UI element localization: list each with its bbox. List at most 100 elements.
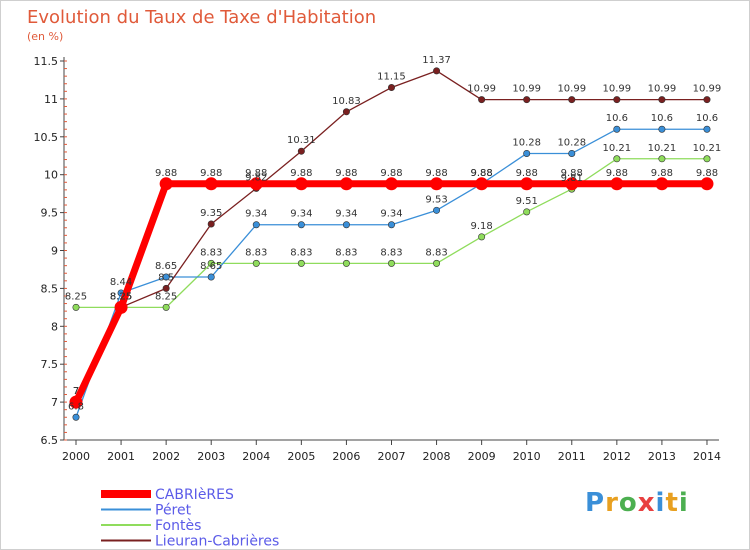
x-tick-label: 2001 xyxy=(107,450,135,463)
series-point-1 xyxy=(523,149,531,157)
series-point-0 xyxy=(655,177,669,191)
data-label-0: 9.88 xyxy=(155,168,177,179)
x-tick-label: 2009 xyxy=(468,450,496,463)
data-label-0: 9.88 xyxy=(380,168,402,179)
y-tick-label: 11.5 xyxy=(34,55,59,68)
series-point-0 xyxy=(610,177,624,191)
series-point-3 xyxy=(297,147,305,155)
y-tick-label: 10 xyxy=(44,169,58,182)
data-label-2: 8.25 xyxy=(155,291,177,302)
series-point-2 xyxy=(703,155,711,163)
data-label-1: 10.28 xyxy=(512,137,541,148)
data-label-0: 9.88 xyxy=(696,168,718,179)
series-point-0 xyxy=(69,395,83,409)
data-label-2: 8.83 xyxy=(200,247,222,258)
data-label-2: 10.21 xyxy=(603,143,632,154)
data-label-2: 10.21 xyxy=(648,143,677,154)
series-point-2 xyxy=(72,303,80,311)
data-label-1: 9.88 xyxy=(470,168,492,179)
series-point-1 xyxy=(207,273,215,281)
series-point-1 xyxy=(297,221,305,229)
data-label-1: 9.34 xyxy=(290,209,312,220)
data-label-2: 8.83 xyxy=(245,247,267,258)
proxiti-logo: Proxiti xyxy=(585,488,689,518)
axes: 6.5 7 7.5 8 8.5 9 9.5 10 10.5 11 11.5 2000 2001 2002 2… xyxy=(34,55,721,463)
data-label-2: 9.81 xyxy=(561,173,583,184)
data-label-3: 11.37 xyxy=(422,55,451,66)
series-point-0 xyxy=(159,177,173,191)
data-label-1: 10.6 xyxy=(651,113,673,124)
series-layer xyxy=(69,67,714,421)
series-point-1 xyxy=(387,221,395,229)
data-label-3: 10.99 xyxy=(557,84,586,95)
x-tick-label: 2013 xyxy=(648,450,676,463)
series-point-3 xyxy=(658,96,666,104)
data-label-3: 10.31 xyxy=(287,135,316,146)
y-tick-label: 10.5 xyxy=(34,131,59,144)
series-point-3 xyxy=(523,96,531,104)
x-tick-label: 2002 xyxy=(152,450,180,463)
data-label-1: 8.44 xyxy=(110,277,132,288)
series-point-2 xyxy=(297,259,305,267)
data-label-0: 9.88 xyxy=(516,168,538,179)
data-label-3: 9.82 xyxy=(245,172,267,183)
y-tick-label: 7 xyxy=(51,396,58,409)
data-label-2: 9.51 xyxy=(516,196,538,207)
data-label-3: 10.99 xyxy=(648,84,677,95)
data-label-3: 10.99 xyxy=(603,84,632,95)
x-tick-label: 2008 xyxy=(423,450,451,463)
data-label-3: 10.99 xyxy=(693,84,722,95)
y-tick-label: 7.5 xyxy=(41,358,59,371)
series-point-2 xyxy=(207,259,215,267)
series-point-3 xyxy=(703,96,711,104)
data-labels: 78.259.88 9.88 9.88 9.88 9.88 9.88 9.88 9.88 9.8… xyxy=(65,55,721,412)
x-tick-label: 2014 xyxy=(693,450,721,463)
series-point-2 xyxy=(162,303,170,311)
series-point-2 xyxy=(478,233,486,241)
series-point-0 xyxy=(475,177,489,191)
data-label-1: 8.65 xyxy=(155,261,177,272)
series-point-1 xyxy=(162,273,170,281)
data-label-0: 9.88 xyxy=(245,168,267,179)
data-label-1: 9.34 xyxy=(380,209,402,220)
series-point-0 xyxy=(384,177,398,191)
data-label-3: 11.15 xyxy=(377,72,406,83)
data-label-2: 8.83 xyxy=(425,247,447,258)
series-point-2 xyxy=(613,155,621,163)
series-point-2 xyxy=(433,259,441,267)
series-point-3 xyxy=(387,84,395,92)
data-label-0: 7 xyxy=(73,386,79,397)
data-label-2: 8.25 xyxy=(65,291,87,302)
data-label-0: 9.88 xyxy=(651,168,673,179)
x-tick-label: 2007 xyxy=(377,450,405,463)
chart-title: Evolution du Taux de Taxe d'Habitation xyxy=(27,7,377,28)
y-tick-label: 9.5 xyxy=(41,207,59,220)
series-point-1 xyxy=(72,413,80,421)
data-label-2: 8.83 xyxy=(380,247,402,258)
series-point-1 xyxy=(703,125,711,133)
data-label-1: 6.8 xyxy=(68,401,84,412)
data-label-2: 8.83 xyxy=(290,247,312,258)
series-point-0 xyxy=(339,177,353,191)
data-label-1: 9.34 xyxy=(245,209,267,220)
data-label-2: 8.83 xyxy=(335,247,357,258)
data-label-0: 9.88 xyxy=(425,168,447,179)
series-point-3 xyxy=(478,96,486,104)
series-point-0 xyxy=(565,177,579,191)
series-point-2 xyxy=(658,155,666,163)
series-point-3 xyxy=(568,96,576,104)
series-point-2 xyxy=(342,259,350,267)
data-label-3: 9.35 xyxy=(200,208,222,219)
series-point-1 xyxy=(342,221,350,229)
series-point-1 xyxy=(613,125,621,133)
data-label-0: 9.88 xyxy=(606,168,628,179)
series-point-1 xyxy=(658,125,666,133)
series-point-0 xyxy=(700,177,714,191)
series-point-3 xyxy=(162,284,170,292)
series-point-1 xyxy=(568,149,576,157)
legend-label-3: Lieuran-Cabrières xyxy=(155,534,279,550)
series-point-0 xyxy=(430,177,444,191)
data-label-3: 8.5 xyxy=(158,272,174,283)
